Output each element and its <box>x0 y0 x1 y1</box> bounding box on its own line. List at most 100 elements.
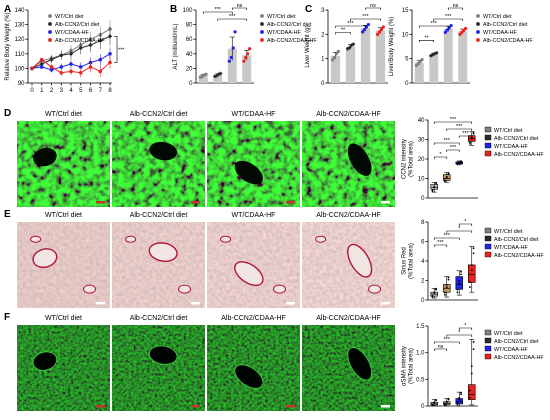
chart-d-sig-bracket <box>446 149 460 152</box>
chart-b-sig-bracket <box>217 18 248 21</box>
chart-a-y-tick-label: 110 <box>15 52 25 58</box>
chart-a-y-tick-label: 100 <box>14 66 25 72</box>
chart-f-y-tick-label: 1.5 <box>416 324 425 330</box>
chart-a-legend-label: WT/Ctrl diet <box>55 14 84 20</box>
chart-c2-sig-bracket <box>418 39 435 43</box>
chart-f-point <box>472 341 475 343</box>
micrograph-scale-bar <box>191 405 200 408</box>
micrograph-vessel <box>148 242 178 262</box>
micrograph-vessel <box>148 345 178 365</box>
micrograph-scale-bar <box>191 201 200 204</box>
chart-c2-point <box>420 58 424 62</box>
chart-a-point <box>88 65 93 69</box>
chart-e-legend-label: Alb-CCN2/CDAA-HF <box>494 253 544 259</box>
chart-c2-bar <box>458 31 468 83</box>
micrograph-scale-bar <box>286 405 295 408</box>
chart-e-box <box>468 264 476 283</box>
micrograph-label: WT/Ctrl diet <box>45 315 82 322</box>
chart-a-point <box>78 70 83 75</box>
micrograph-texture <box>112 121 205 207</box>
chart-b-legend-label: WT/Ctrl diet <box>267 14 296 20</box>
chart-f-point <box>447 397 450 400</box>
chart-e-legend-label: WT/Ctrl diet <box>494 229 523 235</box>
chart-b-bar <box>213 74 223 83</box>
micrograph-scale-bar <box>286 302 295 305</box>
chart-a-point <box>49 57 54 62</box>
micrograph-label: Alb-CCN2/CDAA-HF <box>316 212 381 219</box>
chart-f-point <box>445 400 448 403</box>
micrograph-label: WT/CDAA-HF <box>232 212 276 219</box>
chart-e-legend-swatch <box>484 251 492 258</box>
chart-d-y-tick-label: 40 <box>418 118 425 124</box>
chart-e-legend-swatch <box>484 243 492 250</box>
chart-e-sig-label: *** <box>437 240 444 246</box>
chart-d-y-tick-label: 10 <box>418 177 425 183</box>
chart-d-sig-bracket <box>433 121 473 124</box>
chart-c1-sig-label: *** <box>362 14 369 20</box>
micrograph-vessel <box>347 243 373 278</box>
chart-b-legend-label: Alb-CCN2/CDAA-HF <box>267 38 317 44</box>
chart-d-point <box>472 131 475 134</box>
chart-c1-y-axis-label: Liver Weight (g) <box>305 25 311 67</box>
micrograph-vessel <box>178 284 192 294</box>
chart-e-point <box>456 291 459 294</box>
chart-f-sig-bracket <box>458 327 473 330</box>
chart-e-legend-swatch <box>484 227 492 234</box>
chart-c2-legend-label: WT/CDAA-HF <box>483 30 518 36</box>
chart-a-legend-marker <box>48 30 52 34</box>
micrograph-scale-bar <box>381 302 390 305</box>
chart-f-point <box>435 398 437 401</box>
micrograph-scale-bar <box>96 405 105 408</box>
chart-b-bar <box>198 75 208 83</box>
micrograph-f-3: Alb-CCN2/CDAA-HF <box>207 315 300 411</box>
chart-b-y-tick-label: 80 <box>186 23 193 29</box>
chart-c1-point <box>332 55 337 60</box>
micrograph-vessel <box>347 143 372 176</box>
chart-f-point <box>444 403 446 406</box>
micrograph-scale-bar <box>96 302 105 305</box>
chart-f-sig-bracket <box>433 348 448 351</box>
chart-a-x-tick-label: 0 <box>30 88 34 94</box>
chart-f-legend-swatch <box>484 345 492 352</box>
chart-a-point <box>59 53 64 58</box>
chart-a-sig-bracket <box>114 35 118 63</box>
chart-f-y-tick-label: 1.0 <box>416 351 425 357</box>
chart-c2-legend-marker <box>476 14 480 18</box>
chart-a-y-axis-label: Relative Body Weight (%) <box>5 12 11 80</box>
micrograph-vessel <box>32 351 58 371</box>
chart-d-point <box>458 161 461 164</box>
panel-letter-c: C <box>305 4 312 15</box>
chart-d-point <box>469 141 471 144</box>
chart-f-point <box>431 403 434 406</box>
chart-e-sig-bracket <box>433 244 448 247</box>
chart-a-point <box>49 65 54 69</box>
chart-c2-sig-bracket <box>418 25 449 28</box>
chart-e-point <box>444 293 446 296</box>
chart-b-point <box>229 55 233 60</box>
chart-c1-point <box>376 32 380 36</box>
chart-e-point <box>458 279 461 282</box>
chart-c2-legend-label: WT/Ctrl diet <box>483 14 512 20</box>
chart-f-point <box>470 372 473 375</box>
chart-f-y-axis-label: αSMA intensity(%Total area) <box>402 346 415 386</box>
chart-c1-sig-bracket <box>350 18 381 21</box>
chart-a-x-tick-label: 4 <box>69 88 73 94</box>
chart-b-point <box>248 47 252 51</box>
chart-e-legend-label: Alb-CCN2/Ctrl diet <box>494 237 539 243</box>
chart-c2-y-tick-label: 10 <box>402 32 409 38</box>
chart-b-sig-bracket <box>231 7 248 10</box>
micrograph-vessel <box>30 235 42 243</box>
chart-c2-point <box>443 30 447 34</box>
micrograph-texture <box>17 325 110 411</box>
chart-a-legend-marker <box>48 14 52 18</box>
chart-f-sig-label: * <box>464 323 467 329</box>
micrograph-texture <box>112 325 205 411</box>
chart-e-sig-bracket <box>433 237 460 240</box>
chart-d-sig-label: *** <box>450 117 457 123</box>
chart-a-point <box>69 69 73 74</box>
micrograph-e-4: Alb-CCN2/CDAA-HF <box>302 212 395 308</box>
